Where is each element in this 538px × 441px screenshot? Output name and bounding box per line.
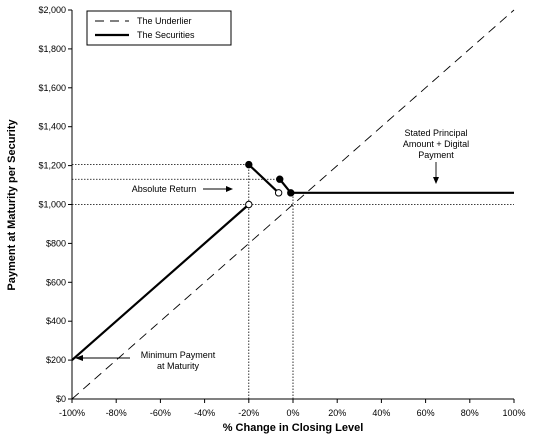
y-tick-label: $200	[46, 355, 66, 365]
annotation-text-stated: Payment	[418, 150, 454, 160]
plot-area	[71, 9, 515, 400]
legend-box	[86, 10, 232, 46]
stated-principal-arrowhead	[433, 177, 439, 184]
x-tick-label: -20%	[238, 408, 259, 418]
filled-point-marker	[276, 175, 284, 183]
annotation-text-minimum: Minimum Payment	[141, 350, 216, 360]
y-tick-label: $600	[46, 277, 66, 287]
x-tick-label: 80%	[461, 408, 479, 418]
legend-label: The Securities	[137, 30, 195, 40]
legend: The Underlier The Securities	[86, 10, 232, 46]
x-tick-label: -40%	[194, 408, 215, 418]
x-tick-label: 40%	[372, 408, 390, 418]
y-tick-label: $1,600	[38, 83, 66, 93]
x-tick-label: 60%	[417, 408, 435, 418]
legend-label: The Underlier	[137, 16, 192, 26]
filled-point-marker	[287, 189, 295, 197]
open-point-marker	[245, 200, 253, 209]
y-tick-label: $0	[56, 394, 66, 404]
y-axis-label: Payment at Maturity per Security	[6, 119, 18, 291]
x-tick-label: -80%	[106, 408, 127, 418]
y-tick-label: $400	[46, 316, 66, 326]
underlier-line	[71, 9, 515, 400]
y-tick-label: $800	[46, 238, 66, 248]
annotation-text-minimum: at Maturity	[157, 361, 200, 371]
securities-line	[248, 163, 280, 194]
absolute-return-arrowhead	[226, 186, 233, 192]
y-tick-label: $1,400	[38, 122, 66, 132]
minimum-payment-arrowhead	[75, 355, 83, 361]
x-tick-label: -100%	[59, 408, 85, 418]
x-tick-label: 20%	[328, 408, 346, 418]
annotation-text-stated: Stated Principal	[404, 128, 467, 138]
x-tick-label: 100%	[502, 408, 525, 418]
x-tick-label: 0%	[286, 408, 299, 418]
open-point-marker	[274, 189, 283, 197]
y-tick-label: $1,000	[38, 200, 66, 210]
x-tick-label: -60%	[150, 408, 171, 418]
filled-point-marker	[245, 160, 253, 169]
annotation-text-stated: Amount + Digital	[403, 139, 469, 149]
securities-line	[71, 203, 250, 361]
x-axis-label: % Change in Closing Level	[223, 422, 364, 434]
annotation-text-absolute: Absolute Return	[132, 184, 197, 194]
y-tick-label: $1,800	[38, 44, 66, 54]
tick-labels: $0 $200 $400 $600 $800 $1,000 $1,200 $1,400 $1,6…	[38, 5, 525, 418]
y-tick-label: $1,200	[38, 161, 66, 171]
y-tick-label: $2,000	[38, 5, 66, 15]
